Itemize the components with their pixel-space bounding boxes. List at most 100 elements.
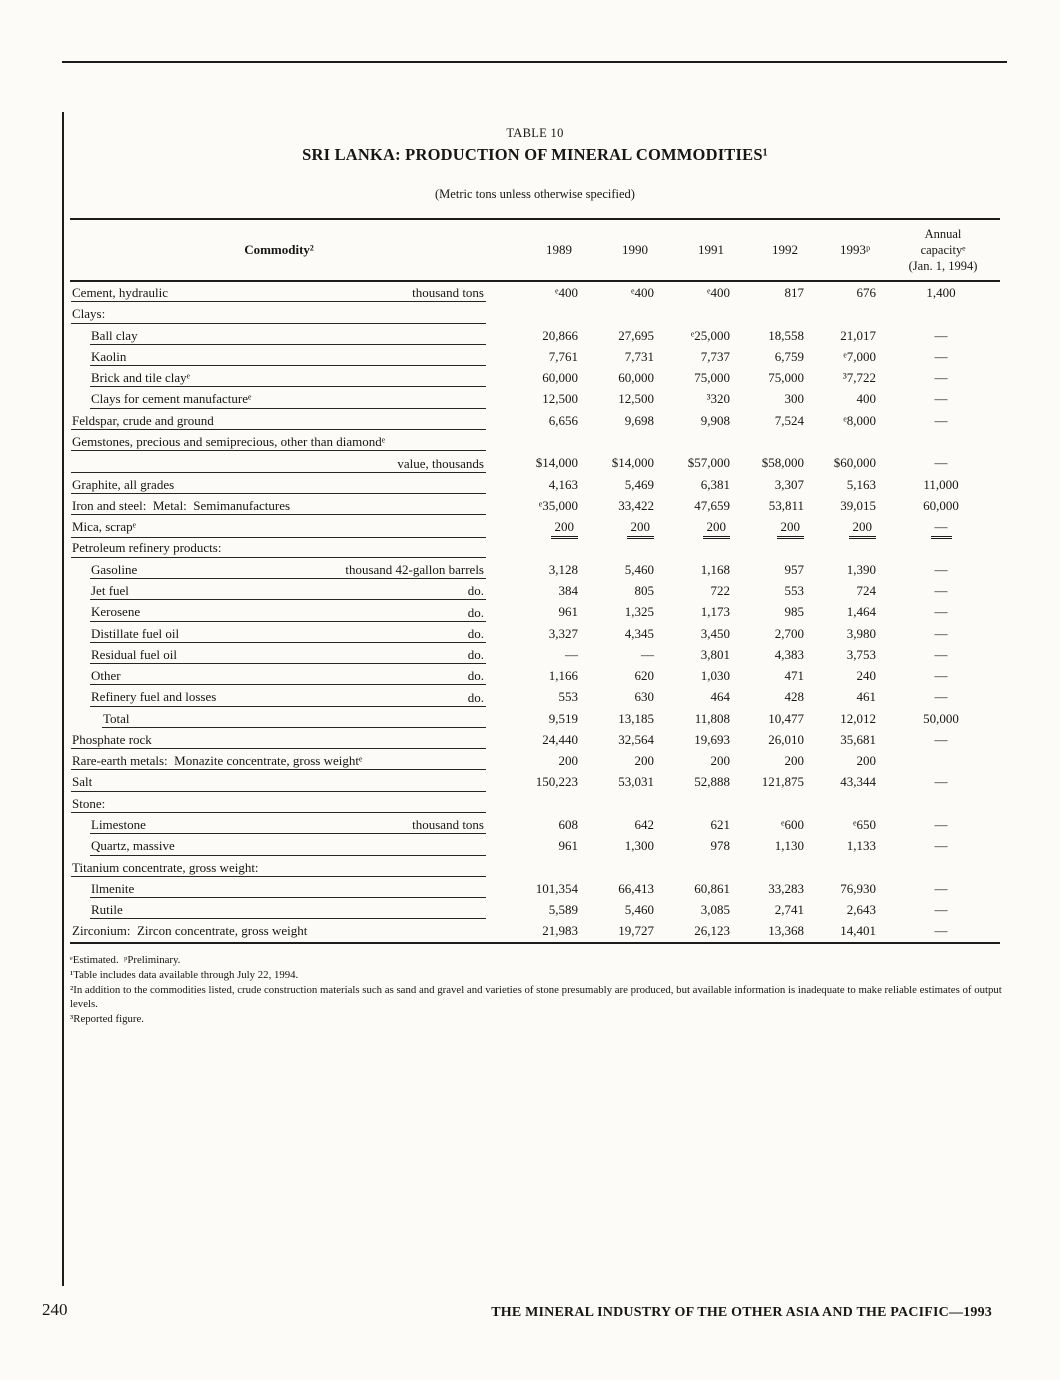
commodity-name: Refinery fuel and losses (91, 689, 217, 705)
value-1990: ᵉ400 (631, 285, 654, 300)
value-1993: 35,681 (840, 731, 876, 747)
value-1993: ᵉ650 (853, 817, 876, 833)
value-1992: ᵉ600 (781, 817, 804, 833)
table-header-row: Commodity² 1989 1990 1991 1992 1993ᵖ Ann… (70, 220, 1000, 282)
running-footer: THE MINERAL INDUSTRY OF THE OTHER ASIA A… (491, 1305, 992, 1320)
commodity-stub: Distillate fuel oil do. (70, 623, 488, 644)
value-1993: 1,464 (846, 604, 876, 620)
commodity-name: Residual fuel oil (91, 646, 177, 662)
value-1992: 4,383 (774, 646, 804, 662)
value-1990: 13,185 (618, 710, 654, 726)
commodity-stub: Gasoline thousand 42-gallon barrels (70, 559, 488, 580)
value-1992: 300 (784, 391, 805, 407)
value-1993: 43,344 (840, 774, 876, 790)
value-1990: 32,564 (618, 731, 654, 747)
value-1991: 722 (710, 582, 731, 598)
value-1991: 75,000 (694, 370, 730, 386)
table-row: Cement, hydraulic thousand tons ᵉ400 ᵉ40… (70, 282, 1000, 303)
value-1989: — (565, 646, 578, 662)
value-1991 (664, 857, 740, 878)
value-1990: 60,000 (618, 370, 654, 386)
unit-label: value, thousands (397, 455, 484, 471)
value-1991: $57,000 (687, 455, 730, 471)
table-row: Rare-earth metals: Monazite concentrate,… (70, 750, 1000, 771)
value-capacity (886, 793, 1000, 814)
value-1990 (588, 431, 664, 452)
commodity-stub: Titanium concentrate, gross weight: (70, 857, 488, 878)
value-1991: 200 (664, 516, 740, 540)
value-1993: 200 (814, 516, 886, 540)
value-1991: 464 (710, 689, 731, 705)
value-1989: $14,000 (535, 455, 578, 471)
value-1992: 26,010 (768, 731, 804, 747)
commodity-name: Iron and steel: Metal: Semimanufactures (72, 497, 291, 513)
value-1992: 2,700 (774, 625, 804, 641)
value-1993: ᵉ8,000 (843, 412, 876, 428)
column-header-1989: 1989 (546, 242, 572, 257)
column-header-1991: 1991 (698, 242, 724, 257)
commodity-name: Mica, scrapᵉ (72, 519, 136, 535)
value-1990: — (641, 646, 654, 662)
commodity-name: Stone: (72, 795, 106, 811)
commodity-name: Rare-earth metals: Monazite concentrate,… (72, 753, 363, 769)
commodity-stub: Rutile (70, 899, 488, 920)
value-1989 (488, 431, 588, 452)
value-1993: 3,753 (846, 646, 876, 662)
footnote-estimated-preliminary: ᵉEstimated. ᵖPreliminary. (70, 954, 181, 966)
value-1992 (740, 303, 814, 324)
capacity-header-line: capacityᵉ (920, 243, 966, 257)
value-1993: 21,017 (840, 327, 876, 343)
commodity-stub: Limestone thousand tons (70, 814, 488, 835)
commodity-stub: Kerosene do. (70, 601, 488, 622)
value-1993: 1,133 (846, 838, 876, 854)
value-1992: 3,307 (774, 476, 804, 492)
value-capacity: — (934, 327, 948, 343)
commodity-stub: Total (70, 708, 488, 729)
page-title: SRI LANKA: PRODUCTION OF MINERAL COMMODI… (302, 145, 768, 164)
commodity-stub: Brick and tile clayᵉ (70, 367, 488, 388)
value-1990: 200 (588, 516, 664, 540)
value-1990 (588, 537, 664, 558)
value-1989: ᵉ35,000 (538, 497, 578, 513)
value-1993 (814, 857, 886, 878)
value-1990: 630 (634, 689, 655, 705)
value-capacity: — (934, 391, 948, 407)
value-1992 (740, 857, 814, 878)
commodity-name: Other (91, 668, 121, 684)
table-row: Phosphate rock 24,440 32,564 19,693 26,0… (70, 729, 1000, 750)
value-1992: 553 (784, 582, 805, 598)
table-row: Graphite, all grades 4,163 5,469 6,381 3… (70, 474, 1000, 495)
value-1991: ᵉ25,000 (690, 327, 730, 343)
value-1992: 7,524 (774, 412, 804, 428)
unit-label: do. (467, 647, 484, 663)
table-body: Cement, hydraulic thousand tons ᵉ400 ᵉ40… (70, 282, 1000, 944)
value-1989: 1,166 (548, 668, 578, 684)
value-capacity: — (886, 516, 1000, 540)
capacity-header-line: Annual (924, 227, 962, 241)
value-1991: 1,173 (700, 604, 730, 620)
value-1991: ᵉ400 (707, 285, 730, 300)
table-row: Residual fuel oil do. — — 3,801 4,383 3,… (70, 644, 1000, 665)
commodity-name: Jet fuel (91, 582, 129, 598)
value-1992: 428 (784, 689, 805, 705)
value-1989: 5,589 (548, 902, 578, 918)
footnote-3: ³Reported figure. (70, 1013, 144, 1025)
column-header-1990: 1990 (622, 242, 648, 257)
commodity-name: Cement, hydraulic (72, 285, 169, 300)
value-1993: ³7,722 (842, 370, 876, 386)
value-1992: 817 (784, 285, 805, 300)
commodity-stub: Ilmenite (70, 878, 488, 899)
value-1991: 621 (710, 817, 731, 833)
value-1989 (488, 857, 588, 878)
top-rule (62, 61, 1007, 63)
commodity-name: Petroleum refinery products: (72, 540, 222, 556)
value-1989: 7,761 (548, 348, 578, 364)
table-row: Refinery fuel and losses do. 553 630 464… (70, 686, 1000, 707)
value-1992: 33,283 (768, 880, 804, 896)
value-1990 (588, 793, 664, 814)
value-1991 (664, 431, 740, 452)
value-1992: 2,741 (774, 902, 804, 918)
unit-label: do. (467, 668, 484, 684)
value-1991: ³320 (706, 391, 730, 407)
